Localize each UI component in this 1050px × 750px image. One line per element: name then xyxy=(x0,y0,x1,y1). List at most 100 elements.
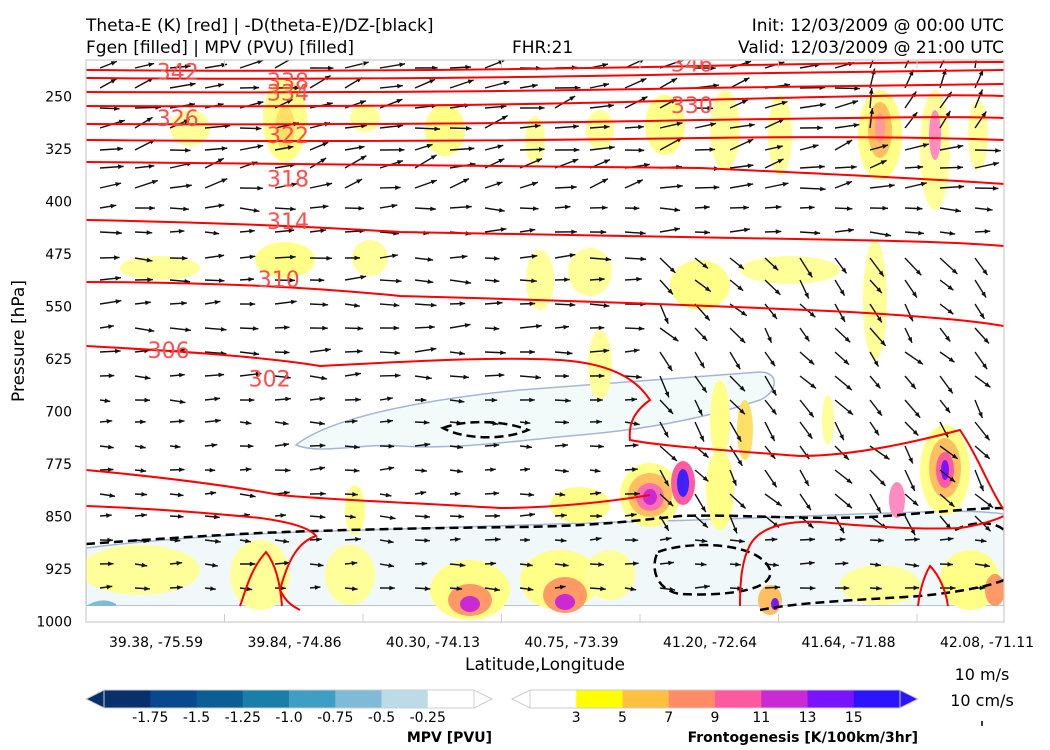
fgen-patch xyxy=(585,550,635,600)
wind-vector-head xyxy=(979,585,986,591)
wind-vector-head xyxy=(804,292,809,299)
wind-vector-head xyxy=(846,384,852,391)
fgen-patch xyxy=(275,106,295,150)
fgen-colorbar-label: Frontogenesis [K/100km/3hr] xyxy=(688,730,918,746)
wind-vector-head xyxy=(878,538,884,543)
wind-vector-head xyxy=(563,373,570,379)
wind-vector-head xyxy=(398,147,405,153)
y-tick-label: 1000 xyxy=(36,615,72,631)
wind-vector-head xyxy=(702,263,709,269)
wind-vector-head xyxy=(116,230,122,236)
wind-vector-head xyxy=(178,418,185,424)
wind-vector-head xyxy=(500,104,507,109)
wind-vector-head xyxy=(386,396,393,402)
wind-vector-head xyxy=(633,561,639,566)
wind-vector-head xyxy=(914,537,920,542)
wind-vector-head xyxy=(958,184,965,190)
theta-e-label: 318 xyxy=(267,167,309,192)
colorbar-tick-label: 7 xyxy=(664,710,673,726)
wind-vector-head xyxy=(913,562,920,568)
theta-e-contour xyxy=(86,69,1004,80)
wind-vector-head xyxy=(146,230,153,235)
wind-vector-head xyxy=(702,452,709,458)
wind-vector-head xyxy=(288,228,295,233)
wind-vector-head xyxy=(257,144,264,149)
wind-vector-head xyxy=(771,389,777,396)
wind-vector-head xyxy=(387,418,393,424)
wind-vector-head xyxy=(423,420,430,425)
wind-vector-head xyxy=(179,372,185,378)
wind-vector-head xyxy=(908,457,913,464)
wind-vector-head xyxy=(639,230,646,236)
wind-vector-head xyxy=(876,409,882,416)
wind-vector-head xyxy=(808,560,815,566)
wind-vector-head xyxy=(107,537,113,543)
wind-vector-head xyxy=(572,159,579,164)
wind-vector-head xyxy=(663,431,669,438)
wind-vector-head xyxy=(771,537,778,542)
missing-data-band xyxy=(86,606,1004,622)
wind-vector-head xyxy=(737,459,743,466)
fgen-patch xyxy=(840,565,920,605)
wind-vector-head xyxy=(987,502,994,508)
colorbar-extend-left xyxy=(84,689,105,709)
wind-vector-head xyxy=(739,408,745,415)
wind-vector-head xyxy=(527,586,534,592)
wind-vector-head xyxy=(284,560,290,566)
wind-vector-head xyxy=(317,562,324,568)
wind-vector xyxy=(869,60,874,69)
wind-vector-head xyxy=(463,374,469,380)
title-left-line1: Theta-E (K) [red] | -D(theta-E)/DZ-[blac… xyxy=(85,16,434,36)
wind-vector-head xyxy=(664,391,669,398)
wind-vector-head xyxy=(468,146,475,152)
wind-vector-head xyxy=(839,537,846,542)
wind-vector-head xyxy=(493,326,500,331)
wind-vector-head xyxy=(595,491,602,496)
y-axis-label: Pressure [hPa] xyxy=(9,280,29,402)
wind-vector-head xyxy=(632,467,638,472)
wind-vector-head xyxy=(393,302,400,308)
wind-vector-head xyxy=(569,253,576,258)
wind-vector-head xyxy=(146,257,153,263)
mpv-colorbar-label: MPV [PVU] xyxy=(407,730,492,746)
wind-vector-head xyxy=(773,562,779,568)
wind-vector-head xyxy=(257,60,264,65)
wind-vector-head xyxy=(495,537,501,542)
wind-vector-head xyxy=(848,228,854,233)
wind-vector-head xyxy=(326,182,333,187)
wind-vector-head xyxy=(565,398,571,403)
wind-vector-head xyxy=(389,515,396,520)
wind-vector-head xyxy=(701,386,707,393)
wind-vector-head xyxy=(498,158,505,164)
wind-vector-head xyxy=(732,479,737,486)
wind-vector-head xyxy=(634,491,640,497)
wind-vector-head xyxy=(529,349,535,355)
fgen-patch xyxy=(255,242,315,278)
wind-vector-head xyxy=(955,208,961,213)
wind-vector-head xyxy=(113,106,120,111)
wind-vector-head xyxy=(841,267,847,274)
wind-vector-head xyxy=(490,561,497,566)
wind-vector-head xyxy=(736,435,742,442)
wind-vector-head xyxy=(355,537,361,542)
wind-vector-head xyxy=(663,317,669,324)
wind-vector-head xyxy=(320,491,326,497)
wind-vector-head xyxy=(149,205,155,211)
wind-vector-head xyxy=(427,257,434,262)
wind-vector-head xyxy=(287,145,294,150)
wind-vector-head xyxy=(981,291,987,298)
wind-vector-head xyxy=(248,397,255,403)
wind-vector-head xyxy=(255,371,262,377)
wind-vector-head xyxy=(598,373,605,379)
colorbar-segment xyxy=(196,690,244,708)
wind-vector-head xyxy=(814,230,821,236)
wind-vector-head xyxy=(978,89,983,96)
wind-vector-head xyxy=(640,256,647,262)
fgen-patch xyxy=(645,95,685,155)
wind-vector-head xyxy=(951,453,958,459)
wind-vector-head xyxy=(434,126,441,132)
wind-vector-head xyxy=(388,443,395,449)
colorbar-segment xyxy=(807,690,855,708)
